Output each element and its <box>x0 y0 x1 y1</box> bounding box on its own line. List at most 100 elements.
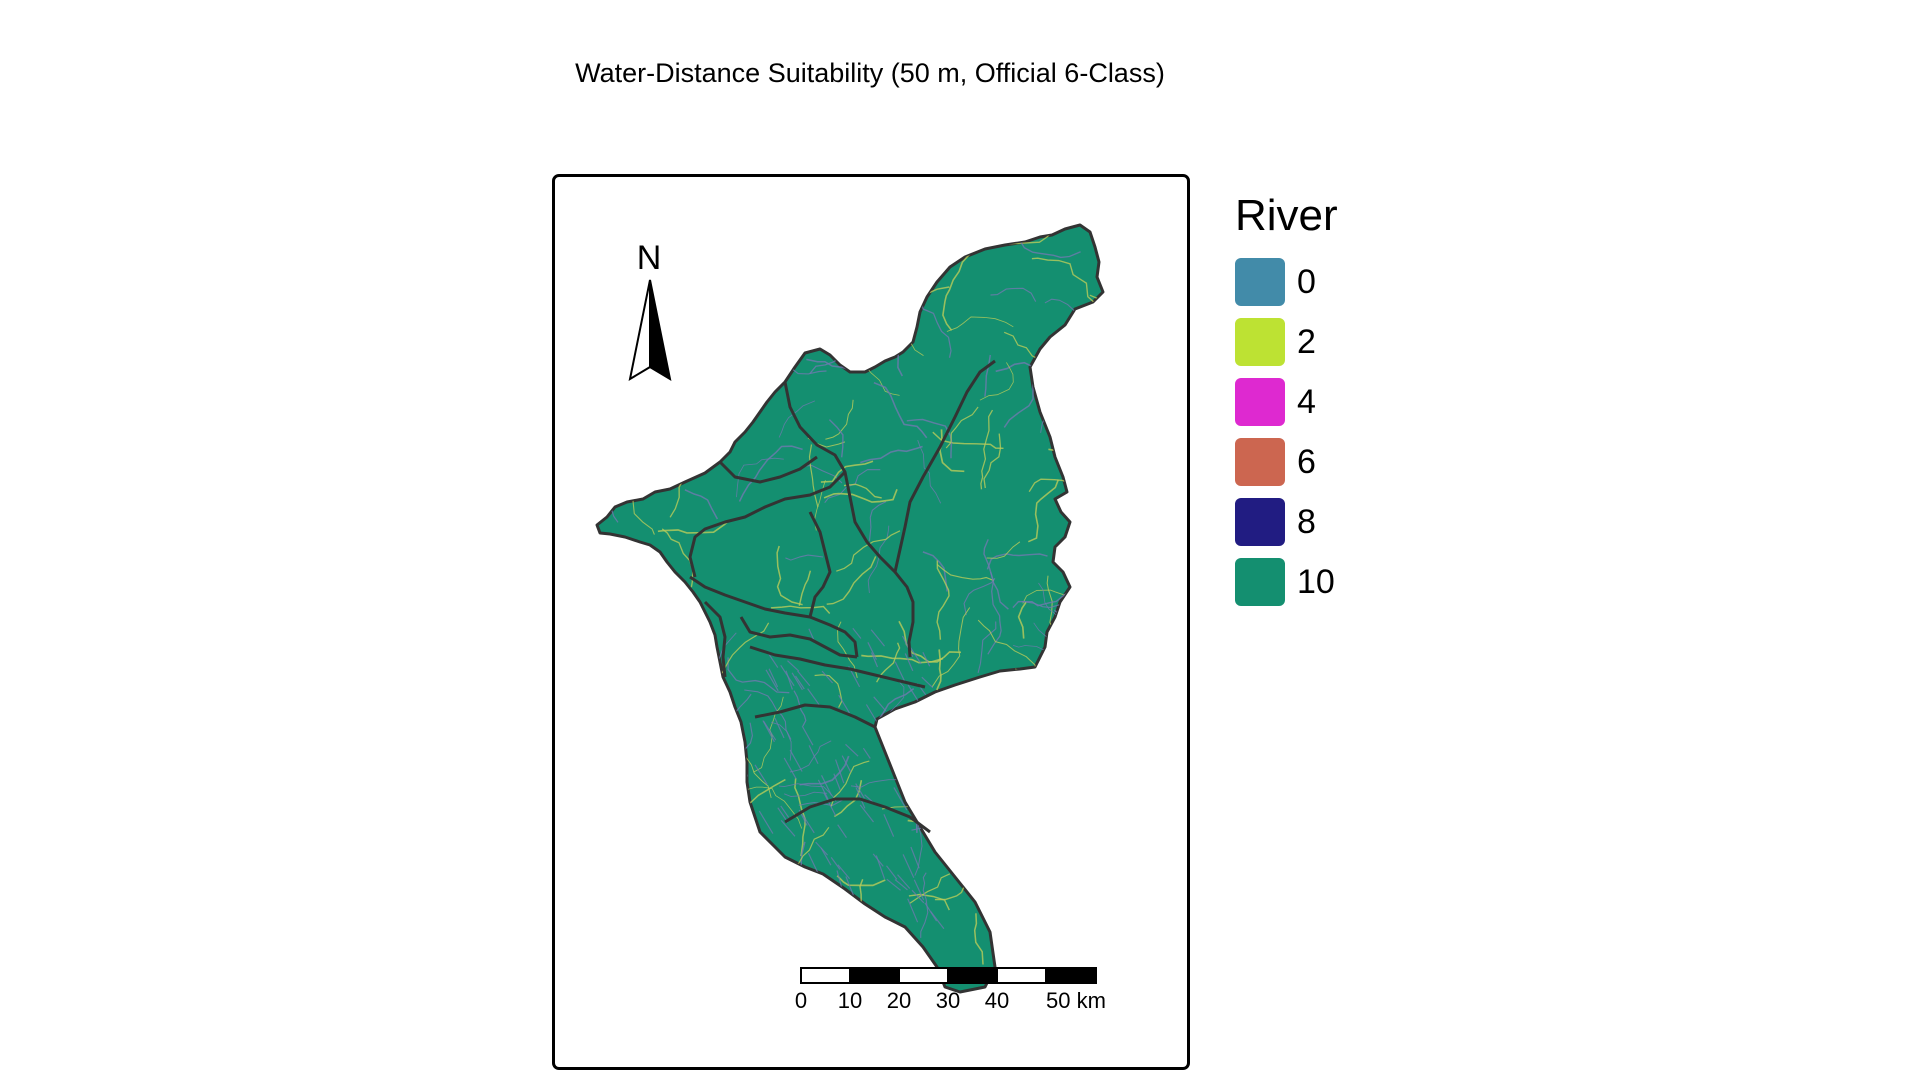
river-stroke <box>1064 840 1094 910</box>
river-stroke <box>936 563 994 582</box>
river-stroke <box>655 661 715 702</box>
river-stroke <box>936 649 942 691</box>
river-stroke <box>836 530 901 572</box>
scale-segment-2 <box>849 967 900 984</box>
river-stroke <box>677 734 704 792</box>
river-stroke <box>996 767 1016 817</box>
river-stroke <box>821 670 834 684</box>
river-stroke <box>870 629 885 647</box>
region-outline <box>595 223 1105 994</box>
river-stroke <box>633 915 714 942</box>
river-stroke <box>826 556 877 605</box>
river-stroke <box>1031 257 1096 304</box>
river-stroke <box>673 613 708 629</box>
river-stroke <box>561 927 595 959</box>
river-stroke <box>983 433 1002 489</box>
river-stroke <box>751 349 772 380</box>
river-stroke <box>625 867 686 910</box>
river-stroke <box>653 656 705 665</box>
river-stroke <box>647 857 680 924</box>
legend-swatch <box>1235 438 1285 486</box>
legend-item-6: 6 <box>1235 432 1338 492</box>
river-stroke <box>990 287 1037 302</box>
river-stroke <box>797 670 811 687</box>
river-stroke <box>886 865 898 880</box>
river-stroke <box>938 823 950 851</box>
river-stroke <box>1011 225 1046 231</box>
river-stroke <box>1039 695 1079 706</box>
river-stroke <box>649 602 664 666</box>
river-stroke <box>727 657 790 694</box>
river-stroke <box>1033 715 1052 799</box>
river-stroke <box>919 736 945 799</box>
river-stroke <box>911 889 925 904</box>
river-stroke <box>909 873 951 904</box>
river-stroke <box>919 296 952 358</box>
river-stroke <box>984 776 1016 800</box>
river-stroke <box>706 302 737 349</box>
river-stroke <box>885 722 897 746</box>
river-stroke <box>667 929 722 944</box>
river-stroke <box>875 855 886 879</box>
north-arrow-right-half <box>649 279 672 382</box>
river-stroke <box>806 358 851 371</box>
river-stroke <box>617 844 665 883</box>
river-stroke <box>906 418 953 459</box>
river-stroke <box>1048 731 1094 758</box>
river-stroke <box>783 757 797 780</box>
river-stroke <box>754 764 768 785</box>
river-stroke <box>669 477 685 518</box>
river-stroke <box>1091 779 1103 817</box>
river-stroke <box>983 867 1016 898</box>
river-stroke <box>867 642 877 660</box>
river-stroke <box>975 772 988 810</box>
scale-label-50km: 50 km <box>1046 988 1106 1013</box>
river-stroke <box>712 831 747 844</box>
river-stroke <box>817 779 830 802</box>
river-stroke <box>828 419 844 458</box>
river-stroke <box>886 878 901 891</box>
river-stroke <box>744 689 792 740</box>
river-stroke <box>791 672 803 691</box>
river-stroke <box>835 759 845 784</box>
river-stroke <box>838 694 851 714</box>
scale-segment-3 <box>898 967 949 984</box>
river-stroke <box>836 875 886 887</box>
river-stroke <box>627 900 696 911</box>
river-stroke <box>793 690 807 727</box>
river-stroke <box>1039 807 1082 827</box>
river-stroke <box>814 260 820 311</box>
river-stroke <box>626 679 696 706</box>
river-stroke <box>930 911 945 930</box>
river-stroke <box>900 724 910 739</box>
river-stroke <box>727 949 756 965</box>
river-stroke <box>629 588 661 607</box>
river-stroke <box>862 747 871 759</box>
river-stroke <box>988 225 1036 240</box>
river-stroke <box>1019 239 1081 259</box>
scale-label-0: 0 <box>795 988 807 1013</box>
river-stroke <box>907 898 919 923</box>
river-stroke <box>704 398 733 415</box>
river-stroke <box>898 620 962 663</box>
river-stroke <box>910 846 920 869</box>
river-stroke <box>1017 601 1027 639</box>
river-stroke <box>785 670 793 690</box>
river-stroke <box>789 749 803 772</box>
river-stroke <box>738 445 803 502</box>
river-stroke <box>597 424 605 472</box>
river-stroke <box>936 711 950 746</box>
river-stroke <box>807 688 820 706</box>
scale-label-30: 30 <box>936 988 960 1013</box>
scale-segment-5 <box>996 967 1047 984</box>
river-stroke <box>663 760 694 823</box>
river-stroke <box>799 755 850 786</box>
river-stroke <box>635 450 720 465</box>
river-stroke <box>765 669 779 692</box>
scale-label-20: 20 <box>887 988 911 1013</box>
river-stroke <box>801 725 814 746</box>
river-stroke <box>597 465 656 495</box>
river-stroke <box>833 773 841 791</box>
river-stroke <box>845 876 854 896</box>
river-stroke <box>800 247 812 285</box>
